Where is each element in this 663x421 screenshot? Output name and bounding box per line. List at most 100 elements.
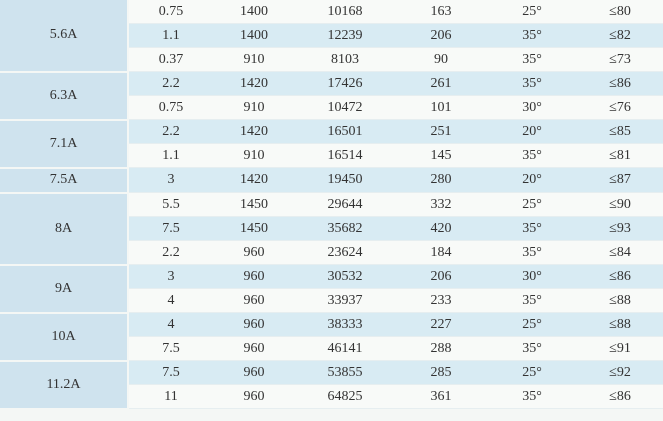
table-cell: 4 <box>128 312 213 337</box>
table-row: 1.1 910 16514 145 35° ≤81 <box>0 143 663 168</box>
table-cell: ≤84 <box>577 240 663 265</box>
table-cell: 7.5 <box>128 360 213 385</box>
model-cell: 7.5A <box>0 167 129 194</box>
table-cell: 25° <box>487 360 577 385</box>
table-cell: 30° <box>487 95 577 120</box>
table-cell: 29644 <box>295 192 395 217</box>
table-cell: 35° <box>487 23 577 48</box>
table-cell: 35° <box>487 336 577 361</box>
table-cell: 25° <box>487 0 577 24</box>
table-cell: ≤81 <box>577 143 663 168</box>
table-row: 7.1A 2.2 1420 16501 251 20° ≤85 <box>0 119 663 169</box>
table-cell: ≤86 <box>577 71 663 96</box>
table-row: 8A 5.5 1450 29644 332 25° ≤90 <box>0 192 663 266</box>
table-row: 0.75 910 10472 101 30° ≤76 <box>0 95 663 120</box>
table-cell: 1420 <box>213 119 295 144</box>
table-cell: 910 <box>213 47 295 72</box>
table-cell: 227 <box>395 312 487 337</box>
table-cell: 12239 <box>295 23 395 48</box>
table-cell: 7.5 <box>128 336 213 361</box>
table-cell: 16514 <box>295 143 395 168</box>
table-cell: ≤92 <box>577 360 663 385</box>
model-cell: 10A <box>0 312 129 362</box>
table-cell: 35° <box>487 288 577 313</box>
table-cell: 280 <box>395 167 487 193</box>
table-cell: ≤85 <box>577 119 663 144</box>
table-cell: 420 <box>395 216 487 241</box>
table-cell: 2.2 <box>128 119 213 144</box>
table-cell: 3 <box>128 167 213 193</box>
table-cell: 4 <box>128 288 213 313</box>
model-cell: 8A <box>0 192 129 266</box>
table-cell: 7.5 <box>128 216 213 241</box>
table-cell: 25° <box>487 312 577 337</box>
table-cell: 20° <box>487 119 577 144</box>
table-cell: ≤87 <box>577 167 663 193</box>
table-row: 11.2A 7.5 960 53855 285 25° ≤92 <box>0 360 663 410</box>
table-row: 10A 4 960 38333 227 25° ≤88 <box>0 312 663 362</box>
table-cell: ≤88 <box>577 288 663 313</box>
table-cell: 163 <box>395 0 487 24</box>
table-row: 7.5 1450 35682 420 35° ≤93 <box>0 216 663 241</box>
table-cell: 1450 <box>213 216 295 241</box>
table-cell: ≤86 <box>577 384 663 409</box>
table-cell: 10168 <box>295 0 395 24</box>
table-cell: 960 <box>213 384 295 409</box>
table-cell: 38333 <box>295 312 395 337</box>
table-cell: 1400 <box>213 0 295 24</box>
table-cell: 0.75 <box>128 0 213 24</box>
table-cell: ≤90 <box>577 192 663 217</box>
table-cell: 35° <box>487 216 577 241</box>
table-cell: 46141 <box>295 336 395 361</box>
table-cell: 16501 <box>295 119 395 144</box>
table-cell: ≤76 <box>577 95 663 120</box>
table-cell: 35° <box>487 71 577 96</box>
table-cell: 0.75 <box>128 95 213 120</box>
table-cell: 33937 <box>295 288 395 313</box>
table-cell: 361 <box>395 384 487 409</box>
table-row: 4 960 33937 233 35° ≤88 <box>0 288 663 313</box>
table-cell: 1.1 <box>128 23 213 48</box>
table-cell: 5.5 <box>128 192 213 217</box>
spec-table: 5.6A 0.75 1400 10168 163 25° ≤80 1.1 1400 12239 20… <box>0 0 663 410</box>
table-cell: 233 <box>395 288 487 313</box>
table-row: 7.5 960 46141 288 35° ≤91 <box>0 336 663 361</box>
table-cell: 8103 <box>295 47 395 72</box>
table-cell: 184 <box>395 240 487 265</box>
table-cell: 2.2 <box>128 240 213 265</box>
table-cell: 64825 <box>295 384 395 409</box>
table-cell: 3 <box>128 264 213 289</box>
table-cell: 23624 <box>295 240 395 265</box>
table-cell: ≤82 <box>577 23 663 48</box>
table-cell: 11 <box>128 384 213 409</box>
table-row: 2.2 960 23624 184 35° ≤84 <box>0 240 663 265</box>
table-cell: 1400 <box>213 23 295 48</box>
table-cell: 206 <box>395 264 487 289</box>
table-cell: 960 <box>213 264 295 289</box>
table-cell: 30° <box>487 264 577 289</box>
table-row: 6.3A 2.2 1420 17426 261 35° ≤86 <box>0 71 663 121</box>
model-cell: 7.1A <box>0 119 129 169</box>
table-row: 11 960 64825 361 35° ≤86 <box>0 384 663 409</box>
table-cell: 288 <box>395 336 487 361</box>
table-cell: 1.1 <box>128 143 213 168</box>
table-cell: 332 <box>395 192 487 217</box>
table-cell: 960 <box>213 336 295 361</box>
table-cell: 910 <box>213 95 295 120</box>
table-cell: 90 <box>395 47 487 72</box>
table-cell: 960 <box>213 360 295 385</box>
table-cell: 25° <box>487 192 577 217</box>
table-cell: 53855 <box>295 360 395 385</box>
table-row: 9A 3 960 30532 206 30° ≤86 <box>0 264 663 314</box>
table-cell: ≤93 <box>577 216 663 241</box>
table-row: 5.6A 0.75 1400 10168 163 25° ≤80 <box>0 0 663 73</box>
table-cell: 35° <box>487 240 577 265</box>
table-cell: 206 <box>395 23 487 48</box>
table-row: 1.1 1400 12239 206 35° ≤82 <box>0 23 663 48</box>
table-cell: 35° <box>487 143 577 168</box>
table-row: 0.37 910 8103 90 35° ≤73 <box>0 47 663 72</box>
table-cell: 910 <box>213 143 295 168</box>
model-cell: 9A <box>0 264 129 314</box>
table-cell: 960 <box>213 312 295 337</box>
table-cell: 251 <box>395 119 487 144</box>
